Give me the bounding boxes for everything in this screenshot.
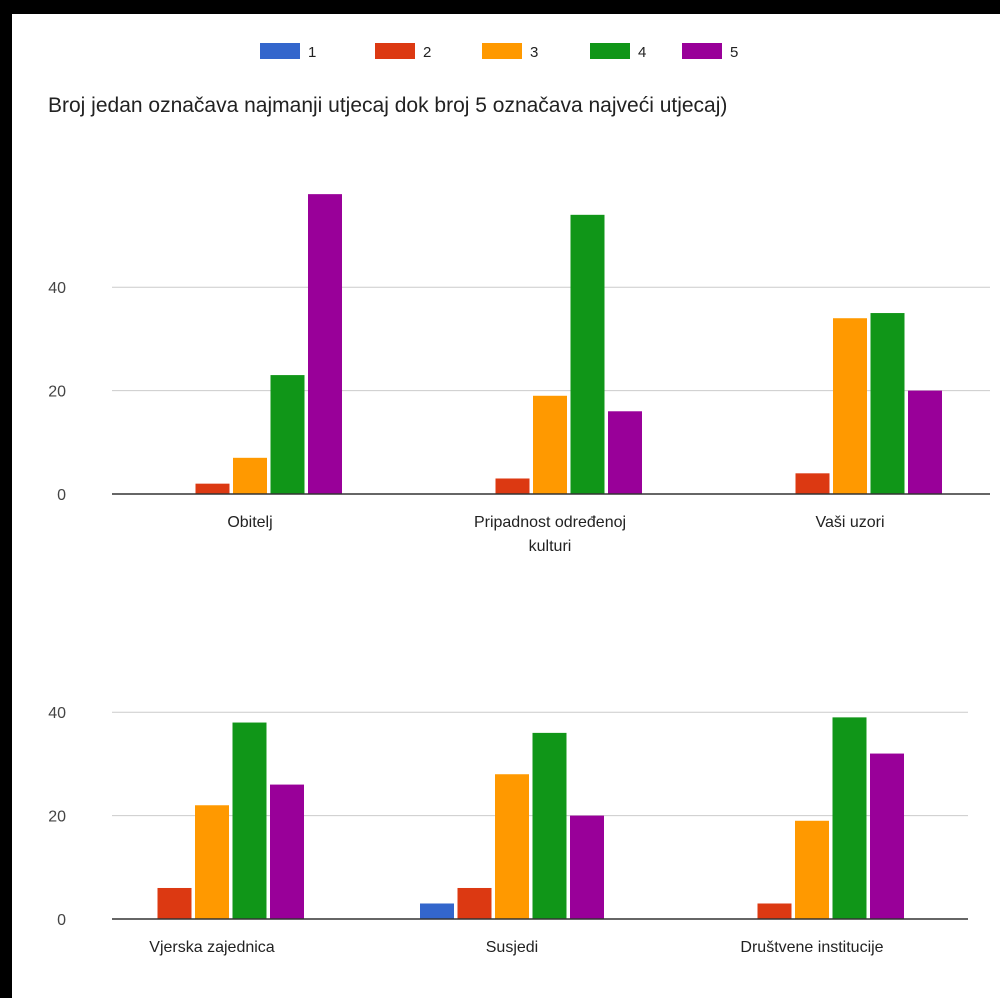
y-tick-label-20: 20 [48, 809, 66, 826]
y-tick-label-0: 0 [57, 912, 66, 929]
bar-2-2-series-2[interactable] [457, 887, 492, 919]
bar-1-1-series-3[interactable] [233, 457, 267, 494]
bar-2-2-series-3[interactable] [495, 774, 529, 919]
bar-2-2-series-4[interactable] [532, 732, 567, 919]
category-label: kulturi [529, 538, 572, 555]
category-label: Vjerska zajednica [149, 939, 275, 956]
bar-1-1-series-4[interactable] [270, 375, 305, 494]
legend-label-1: 1 [308, 44, 316, 61]
legend-swatch-1[interactable] [260, 43, 300, 59]
legend-label-4: 4 [638, 44, 646, 61]
y-tick-label-20: 20 [48, 384, 66, 401]
bar-1-3-series-5[interactable] [908, 390, 942, 494]
bar-1-1-series-5[interactable] [308, 194, 342, 494]
bar-2-2-series-5[interactable] [570, 815, 604, 919]
y-tick-label-40: 40 [48, 705, 66, 722]
chart-panel-2: 0 20 40 Vjerska zajednica Susjedi Društvene i… [48, 705, 968, 956]
category-label: Društvene institucije [740, 939, 883, 956]
category-label: Vaši uzori [815, 514, 884, 531]
bar-2-3-series-4[interactable] [832, 717, 867, 919]
legend: 1 2 3 4 5 [260, 43, 738, 61]
bar-1-2-series-5[interactable] [608, 411, 642, 494]
chart-title: Broj jedan označava najmanji utjecaj dok… [48, 94, 727, 117]
legend-swatch-2[interactable] [375, 43, 415, 59]
bar-2-2-series-1[interactable] [420, 903, 454, 919]
bar-1-2-series-3[interactable] [533, 395, 567, 494]
legend-label-5: 5 [730, 44, 738, 61]
bar-2-3-series-3[interactable] [795, 820, 829, 919]
legend-label-2: 2 [423, 44, 431, 61]
legend-label-3: 3 [530, 44, 538, 61]
bar-2-1-series-4[interactable] [232, 722, 267, 919]
bar-2-1-series-2[interactable] [157, 887, 192, 919]
category-label: Susjedi [486, 939, 538, 956]
bar-2-3-series-2[interactable] [757, 903, 792, 919]
category-label: Pripadnost određenoj [474, 514, 626, 531]
legend-swatch-4[interactable] [590, 43, 630, 59]
bar-2-1-series-3[interactable] [195, 805, 229, 919]
chart-frame: 1 2 3 4 5 Broj jedan označava najmanji utjec… [12, 14, 1000, 998]
y-tick-label-40: 40 [48, 280, 66, 297]
bar-1-2-series-2[interactable] [495, 478, 530, 494]
bar-2-3-series-5[interactable] [870, 753, 904, 919]
bar-1-3-series-3[interactable] [833, 318, 867, 494]
chart-panel-1: 0 20 40 Obitelj Pripadnost određenoj kulturi V… [48, 194, 990, 555]
bar-1-3-series-4[interactable] [870, 313, 905, 494]
legend-swatch-5[interactable] [682, 43, 722, 59]
bar-1-3-series-2[interactable] [795, 473, 830, 494]
bar-chart: 1 2 3 4 5 Broj jedan označava najmanji utjec… [48, 43, 990, 956]
y-tick-label-0: 0 [57, 487, 66, 504]
legend-swatch-3[interactable] [482, 43, 522, 59]
bar-1-2-series-4[interactable] [570, 214, 605, 494]
bar-1-1-series-2[interactable] [195, 483, 230, 494]
bar-2-1-series-5[interactable] [270, 784, 304, 919]
category-label: Obitelj [227, 514, 272, 531]
